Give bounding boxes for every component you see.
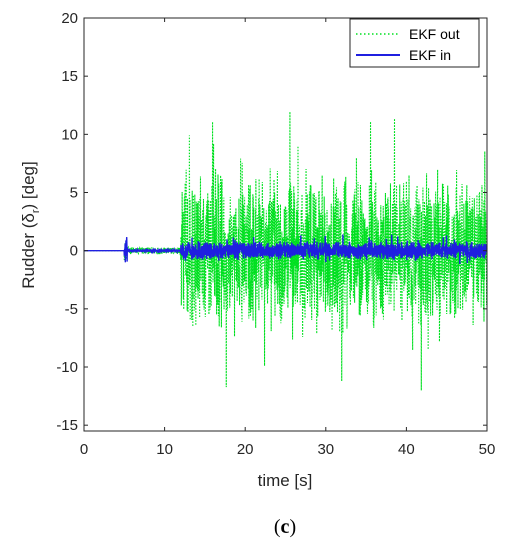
series-line-ekf-in [84,234,488,264]
y-tick-label: 20 [61,10,78,27]
y-tick-label: 5 [70,185,78,202]
y-axis-label-main: Rudder (δ [19,213,38,289]
series-layer [84,111,488,391]
x-tick-label: 50 [479,441,496,458]
x-tick-label: 0 [80,441,88,458]
y-tick-label: -15 [56,417,78,434]
y-axis-label-sub: r [30,209,42,213]
y-axis-label: Rudder (δr) [deg] [19,161,42,288]
figure-caption: (c) [274,516,296,538]
y-tick-label: -5 [65,301,78,318]
legend-label-ekf-in: EKF in [409,47,451,63]
legend: EKF out EKF in [349,18,480,68]
y-tick-label: 0 [70,243,78,260]
x-tick-label: 20 [237,441,254,458]
plot-frame [83,17,488,432]
y-tick-label: 10 [61,126,78,143]
x-tick-label: 10 [156,441,173,458]
ticks-layer: 0 10 20 30 40 50 -15 -10 -5 0 5 10 15 20 [56,10,495,458]
legend-box [349,18,480,68]
x-tick-label: 30 [317,441,334,458]
x-tick-label: 40 [398,441,415,458]
x-axis-label: time [s] [258,471,313,490]
y-axis-label-tail: ) [deg] [19,161,38,209]
legend-label-ekf-out: EKF out [409,26,460,42]
y-tick-label: -10 [56,359,78,376]
y-tick-label: 15 [61,68,78,85]
